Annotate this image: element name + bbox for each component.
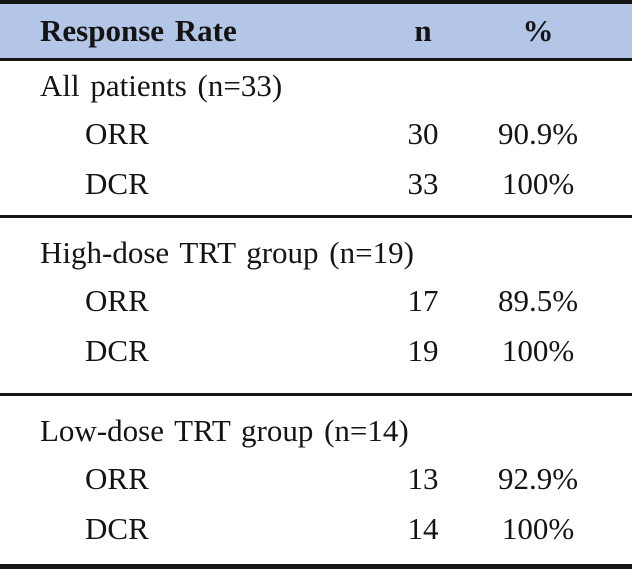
row-percent-value: 100%	[501, 166, 575, 201]
row-n-value: 14	[407, 511, 439, 546]
header-percent: %	[522, 13, 554, 48]
row-label: ORR	[85, 116, 149, 151]
group-label-text: Low-dose TRT group (n=14)	[40, 413, 409, 448]
group-label: All patients (n=33)	[0, 63, 632, 109]
section-all-patients: All patients (n=33) ORR 30 90.9% DCR 33 …	[0, 61, 632, 218]
group-label: High-dose TRT group (n=19)	[0, 230, 632, 276]
row-percent-value: 100%	[501, 511, 575, 546]
group-label-text: All patients (n=33)	[40, 68, 283, 103]
table-row: ORR 17 89.5%	[0, 276, 632, 326]
table-bottom-rule	[0, 564, 632, 569]
row-label: ORR	[85, 461, 149, 496]
row-label: DCR	[85, 333, 149, 368]
section-high-dose: High-dose TRT group (n=19) ORR 17 89.5% …	[0, 218, 632, 396]
header-response-rate: Response Rate	[40, 13, 237, 48]
group-label-text: High-dose TRT group (n=19)	[40, 235, 414, 270]
table-row: ORR 30 90.9%	[0, 109, 632, 159]
row-percent-value: 92.9%	[497, 461, 579, 496]
table-row: DCR 14 100%	[0, 504, 632, 554]
group-label: Low-dose TRT group (n=14)	[0, 408, 632, 454]
row-label: DCR	[85, 166, 149, 201]
row-label: ORR	[85, 283, 149, 318]
table-header-row: Response Rate n %	[0, 4, 632, 61]
row-percent-value: 89.5%	[497, 283, 579, 318]
row-percent-value: 100%	[501, 333, 575, 368]
row-n-value: 19	[407, 333, 439, 368]
header-n: n	[414, 13, 432, 48]
row-n-value: 33	[407, 166, 439, 201]
row-n-value: 13	[407, 461, 439, 496]
row-n-value: 17	[407, 283, 439, 318]
table-row: ORR 13 92.9%	[0, 454, 632, 504]
section-low-dose: Low-dose TRT group (n=14) ORR 13 92.9% D…	[0, 396, 632, 564]
row-label: DCR	[85, 511, 149, 546]
table-row: DCR 19 100%	[0, 326, 632, 376]
table-row: DCR 33 100%	[0, 159, 632, 209]
row-percent-value: 90.9%	[497, 116, 579, 151]
row-n-value: 30	[407, 116, 439, 151]
